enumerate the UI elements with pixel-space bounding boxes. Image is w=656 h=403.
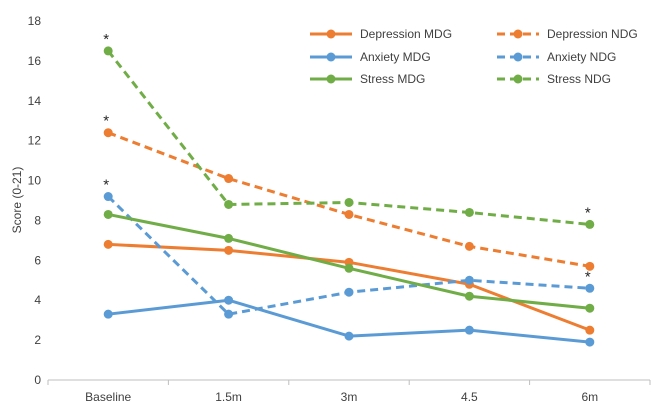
data-point <box>344 331 354 341</box>
data-point <box>585 283 595 293</box>
x-tick-label: Baseline <box>85 390 131 403</box>
data-point <box>103 46 113 56</box>
series-anxiety-ndg <box>103 192 595 319</box>
x-tick-label: 1.5m <box>215 390 242 403</box>
data-point <box>344 197 354 207</box>
legend-label: Depression NDG <box>547 27 638 41</box>
legend-marker <box>513 29 523 39</box>
data-point <box>585 337 595 347</box>
x-tick-label: 6m <box>581 390 598 403</box>
data-point <box>103 128 113 138</box>
data-point <box>224 295 234 305</box>
legend-marker <box>326 29 336 39</box>
data-point <box>464 291 474 301</box>
data-point <box>224 245 234 255</box>
y-tick-label: 12 <box>28 134 42 148</box>
data-point <box>464 325 474 335</box>
data-point <box>585 325 595 335</box>
x-tick-label: 3m <box>341 390 358 403</box>
data-point <box>585 261 595 271</box>
data-point <box>224 233 234 243</box>
data-point <box>464 207 474 217</box>
legend-item: Depression MDG <box>310 27 452 41</box>
data-point <box>224 174 234 184</box>
series-anxiety-mdg <box>103 295 595 347</box>
data-point <box>585 303 595 313</box>
legend-item: Stress NDG <box>497 72 611 86</box>
legend-item: Stress MDG <box>310 72 425 86</box>
y-axis-title: Score (0-21) <box>10 167 24 234</box>
y-tick-label: 6 <box>34 253 41 267</box>
legend-item: Anxiety NDG <box>497 50 616 64</box>
y-tick-label: 16 <box>28 54 42 68</box>
data-point <box>464 275 474 285</box>
data-point <box>344 263 354 273</box>
data-point <box>103 209 113 219</box>
data-point <box>103 192 113 202</box>
legend-marker <box>326 74 336 84</box>
y-tick-label: 18 <box>28 14 42 28</box>
data-point <box>344 209 354 219</box>
significance-marker: * <box>103 31 109 48</box>
series-depression-ndg <box>103 128 595 271</box>
data-point <box>585 219 595 229</box>
legend-label: Anxiety NDG <box>547 50 616 64</box>
legend-marker <box>513 74 523 84</box>
series-line-depression-mdg <box>108 242 591 332</box>
legend-item: Anxiety MDG <box>310 50 431 64</box>
significance-marker: * <box>585 204 591 221</box>
data-point <box>344 287 354 297</box>
y-tick-label: 8 <box>34 213 41 227</box>
significance-marker: * <box>103 113 109 130</box>
x-tick-label: 4.5 <box>461 390 478 403</box>
legend-label: Stress NDG <box>547 72 611 86</box>
legend-marker <box>513 52 523 62</box>
legend-label: Anxiety MDG <box>360 50 431 64</box>
significance-marker: * <box>585 268 591 285</box>
legend-item: Depression NDG <box>497 27 638 41</box>
data-point <box>103 239 113 249</box>
y-tick-label: 14 <box>28 94 42 108</box>
significance-marker: * <box>103 177 109 194</box>
data-point <box>224 309 234 319</box>
series-stress-mdg <box>103 209 595 313</box>
y-tick-label: 0 <box>34 373 41 387</box>
data-point <box>103 309 113 319</box>
legend-label: Stress MDG <box>360 72 425 86</box>
legend-label: Depression MDG <box>360 27 452 41</box>
y-tick-label: 2 <box>34 333 41 347</box>
data-point <box>224 199 234 209</box>
legend-marker <box>326 52 336 62</box>
data-point <box>464 241 474 251</box>
series-stress-ndg <box>103 46 595 229</box>
y-tick-label: 4 <box>34 293 41 307</box>
y-tick-label: 10 <box>28 174 42 188</box>
